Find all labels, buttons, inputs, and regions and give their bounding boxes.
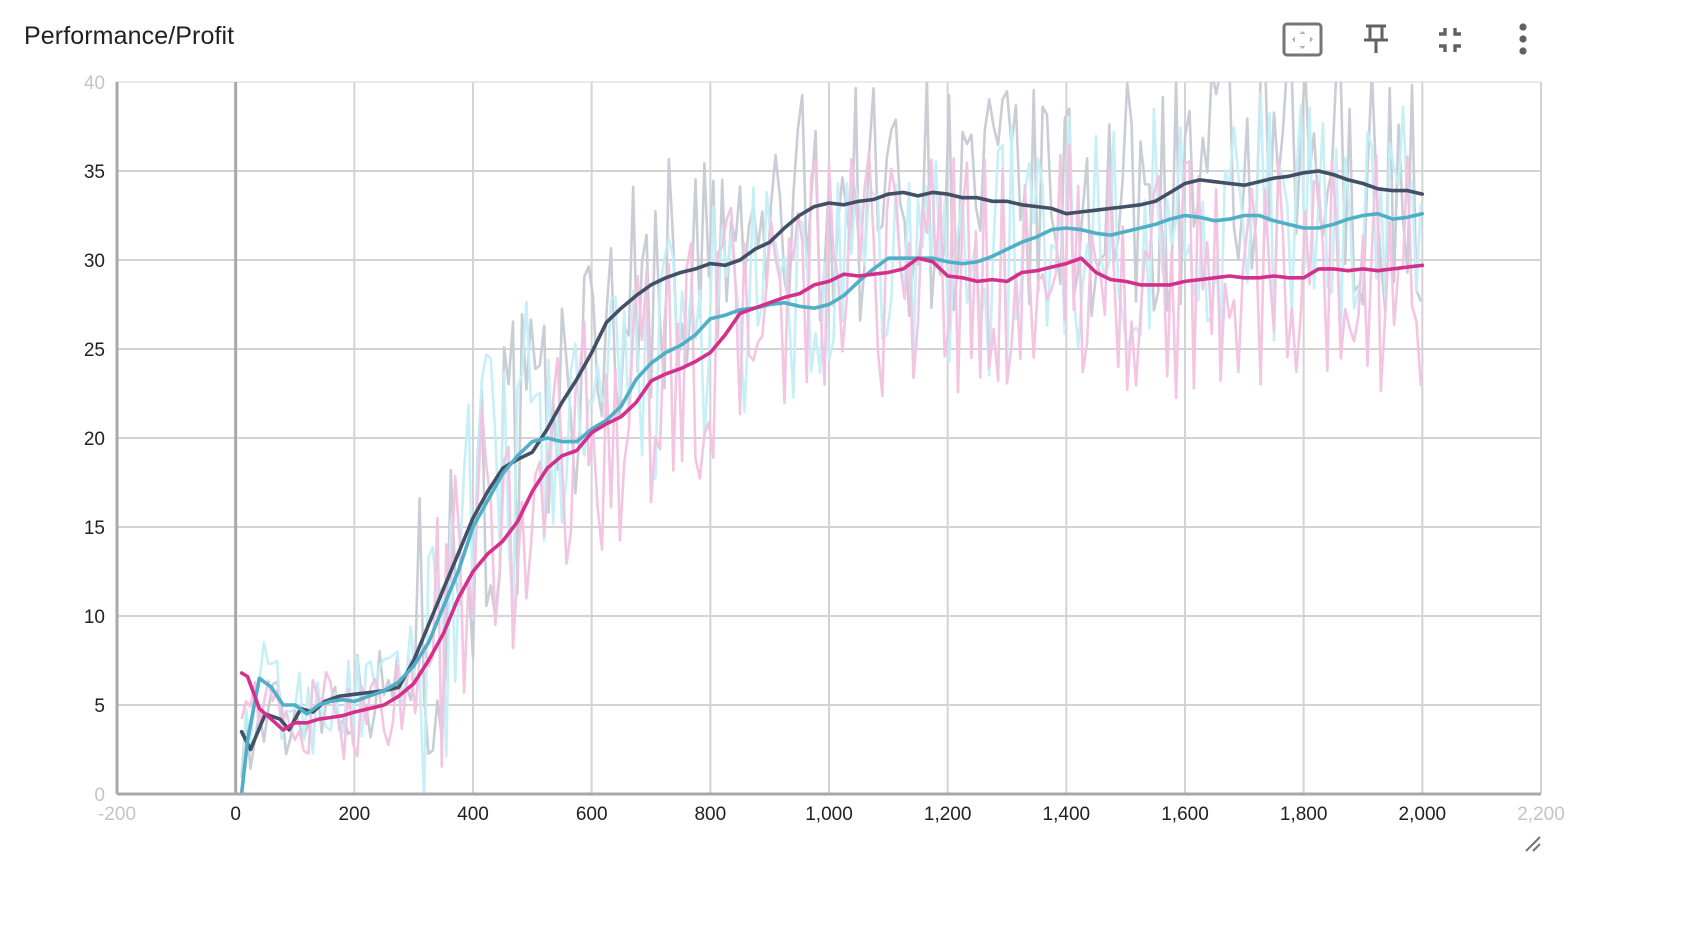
x-tick-label: 600 xyxy=(576,804,608,825)
smoothed-series-line xyxy=(239,256,1425,732)
collapse-card-button[interactable] xyxy=(1428,18,1472,62)
pin-icon xyxy=(1364,24,1388,53)
smoothed-series-line xyxy=(239,169,1425,752)
card-toolbar xyxy=(1272,18,1692,62)
y-axis-ticks: 0 5 10 15 20 25 30 35 40 xyxy=(84,73,105,806)
y-tick-label: 15 xyxy=(84,518,105,539)
x-tick-label: 1,200 xyxy=(924,804,972,825)
x-tick-label: 1,600 xyxy=(1161,804,1209,825)
x-axis-ticks: -200 0 200 400 600 800 1,000 1,200 1,400 1,600 1,8… xyxy=(98,804,1565,825)
x-tick-label: 1,000 xyxy=(805,804,853,825)
x-tick-label: 1,800 xyxy=(1280,804,1328,825)
axes xyxy=(115,82,1541,796)
smoothed-series xyxy=(239,169,1425,794)
y-tick-label: 25 xyxy=(84,340,105,361)
raw-series-line xyxy=(240,143,1423,768)
x-tick-label: 800 xyxy=(694,804,726,825)
x-tick-label: 2,000 xyxy=(1399,804,1447,825)
x-tick-label: 200 xyxy=(338,804,370,825)
card-title: Performance/Profit xyxy=(24,22,235,50)
y-tick-label: 30 xyxy=(84,251,105,272)
y-tick-label: 5 xyxy=(94,696,105,717)
x-tick-label: 2,200 xyxy=(1517,804,1565,825)
x-tick-label: -200 xyxy=(98,804,136,825)
y-tick-label: 10 xyxy=(84,607,105,628)
fit-to-data-icon xyxy=(1282,22,1323,57)
x-tick-label: 1,400 xyxy=(1043,804,1091,825)
raw-series-line xyxy=(240,82,1423,778)
y-tick-label: 40 xyxy=(84,73,105,94)
pin-card-button[interactable] xyxy=(1354,18,1398,62)
x-tick-label: 400 xyxy=(457,804,489,825)
smoothed-series-line xyxy=(239,211,1425,794)
fullscreen-exit-icon xyxy=(1439,28,1461,52)
resize-icon xyxy=(1525,836,1541,852)
y-tick-label: 0 xyxy=(94,785,105,806)
resize-handle[interactable] xyxy=(1518,829,1544,855)
y-tick-label: 20 xyxy=(84,429,105,450)
fit-domain-button[interactable] xyxy=(1280,18,1324,62)
more-options-button[interactable] xyxy=(1501,18,1545,62)
more-vert-icon xyxy=(1519,23,1527,55)
y-tick-label: 35 xyxy=(84,162,105,183)
x-tick-label: 0 xyxy=(230,804,241,825)
